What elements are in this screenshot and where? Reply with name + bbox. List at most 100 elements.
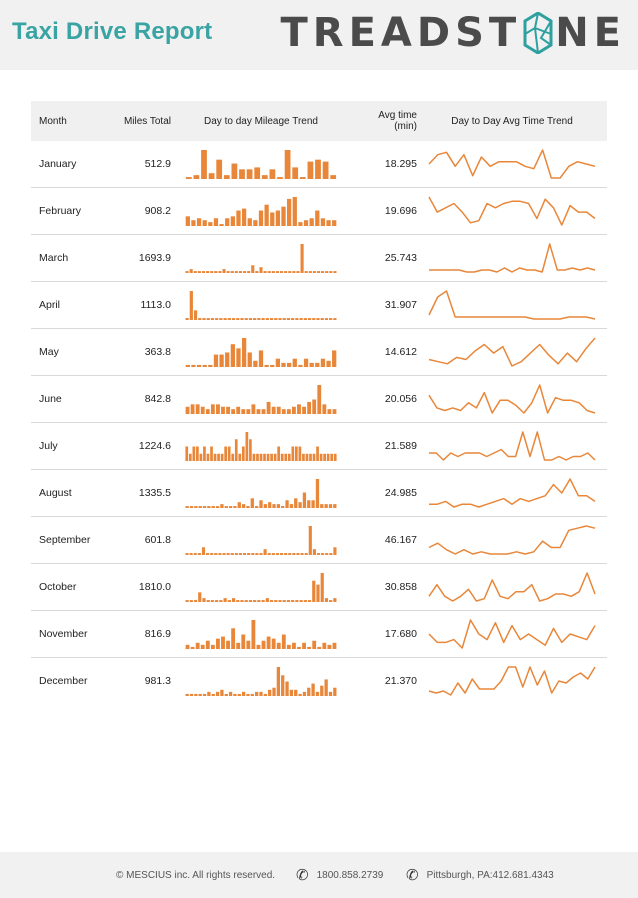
avg-time-cell: 31.907 bbox=[384, 299, 417, 311]
sparkline-bar bbox=[267, 271, 271, 273]
sparkline-bar bbox=[289, 504, 294, 508]
sparkline-bar bbox=[315, 479, 320, 508]
sparkline-bar bbox=[198, 506, 202, 508]
sparkline-bar bbox=[236, 348, 241, 367]
sparkline-bar bbox=[188, 453, 192, 461]
sparkline-bar bbox=[295, 446, 298, 461]
sparkline-bar bbox=[303, 600, 307, 602]
sparkline-bar bbox=[211, 693, 215, 696]
time-sparkline-cell bbox=[427, 329, 597, 375]
sparkline-bar bbox=[202, 364, 207, 367]
sparkline-bar bbox=[286, 600, 291, 602]
sparkline-bar bbox=[259, 691, 263, 696]
sparkline-bar bbox=[227, 600, 231, 602]
sparkline-bar bbox=[319, 453, 323, 461]
sparkline-bar bbox=[192, 446, 196, 461]
sparkline-bar bbox=[228, 691, 233, 696]
header-time-trend: Day to Day Avg Time Trend bbox=[451, 115, 573, 127]
sparkline-bar bbox=[219, 354, 224, 367]
sparkline-bar bbox=[185, 446, 189, 461]
footer-copyright: © MESCIUS inc. All rights reserved. bbox=[116, 869, 276, 881]
sparkline-bar bbox=[276, 406, 281, 414]
phone-icon: ✆ bbox=[406, 867, 419, 884]
sparkline-bar bbox=[255, 271, 259, 273]
sparkline-bar bbox=[294, 498, 298, 508]
sparkline-bar bbox=[226, 406, 230, 414]
month-cell: November bbox=[39, 628, 88, 640]
table-header: Month Miles Total Day to day Mileage Tre… bbox=[31, 101, 607, 141]
sparkline-bar bbox=[247, 218, 252, 226]
sparkline-bar bbox=[277, 177, 283, 179]
sparkline-bar bbox=[246, 640, 251, 649]
sparkline-bar bbox=[220, 453, 224, 461]
sparkline-bar bbox=[265, 318, 269, 320]
sparkline-bar bbox=[295, 318, 299, 320]
sparkline-bar bbox=[211, 506, 215, 508]
time-sparkline bbox=[428, 196, 596, 226]
sparkline-bar bbox=[270, 212, 275, 226]
sparkline-bar bbox=[307, 687, 311, 696]
sparkline-bar bbox=[258, 350, 264, 367]
sparkline-bar bbox=[329, 553, 333, 555]
mileage-sparkline-cell bbox=[185, 564, 337, 610]
sparkline-bar bbox=[241, 446, 245, 461]
sparkline-bar bbox=[330, 175, 337, 179]
sparkline-bar bbox=[198, 693, 202, 696]
sparkline-bar bbox=[312, 549, 316, 555]
avg-time-cell: 17.680 bbox=[384, 628, 417, 640]
sparkline-bar bbox=[217, 453, 220, 461]
sparkline-line bbox=[428, 337, 596, 367]
sparkline-bar bbox=[254, 167, 261, 179]
sparkline-bar bbox=[286, 644, 291, 649]
sparkline-bar bbox=[201, 271, 206, 273]
sparkline-bar bbox=[277, 446, 281, 461]
sparkline-bar bbox=[195, 642, 200, 649]
sparkline-bar bbox=[191, 364, 196, 367]
sparkline-bar bbox=[255, 506, 259, 508]
sparkline-bar bbox=[200, 406, 205, 414]
sparkline-bar bbox=[316, 318, 320, 320]
sparkline-bar bbox=[320, 318, 324, 320]
footer-address: ✆ Pittsburgh, PA:412.681.4343 bbox=[406, 852, 554, 898]
sparkline-bar bbox=[194, 693, 198, 696]
sparkline-bar bbox=[259, 453, 263, 461]
sparkline-bar bbox=[271, 406, 276, 414]
sparkline-bar bbox=[210, 553, 214, 555]
sparkline-bar bbox=[208, 364, 213, 367]
sparkline-bar bbox=[257, 318, 261, 320]
sparkline-bar bbox=[248, 600, 253, 602]
sparkline-bar bbox=[234, 553, 238, 555]
sparkline-bar bbox=[193, 553, 197, 555]
time-sparkline-cell bbox=[427, 376, 597, 422]
sparkline-bar bbox=[197, 553, 201, 555]
sparkline-bar bbox=[237, 693, 241, 696]
sparkline-bar bbox=[321, 271, 325, 273]
sparkline-bar bbox=[241, 504, 246, 508]
sparkline-bar bbox=[320, 358, 326, 367]
sparkline-bar bbox=[210, 318, 215, 320]
sparkline-bar bbox=[307, 600, 312, 602]
sparkline-bar bbox=[320, 573, 324, 602]
sparkline-bar bbox=[220, 689, 224, 696]
sparkline-bar bbox=[263, 504, 267, 508]
sparkline-bar bbox=[321, 553, 325, 555]
mileage-sparkline bbox=[185, 150, 337, 179]
mileage-sparkline bbox=[185, 244, 337, 273]
month-cell: January bbox=[39, 158, 77, 170]
sparkline-bar bbox=[267, 553, 271, 555]
sparkline-bar bbox=[279, 553, 284, 555]
sparkline-bar bbox=[323, 453, 326, 461]
sparkline-bar bbox=[244, 318, 248, 320]
sparkline-line bbox=[428, 525, 596, 555]
sparkline-bar bbox=[231, 409, 236, 414]
sparkline-bar bbox=[281, 362, 286, 367]
footer-phone: ✆ 1800.858.2739 bbox=[296, 852, 383, 898]
avg-time-cell: 21.370 bbox=[384, 675, 417, 687]
sparkline-bar bbox=[185, 506, 189, 508]
sparkline-bar bbox=[189, 291, 193, 320]
table-row: February 908.2 19.696 bbox=[31, 188, 607, 235]
sparkline-bar bbox=[333, 598, 337, 602]
sparkline-bar bbox=[189, 693, 194, 696]
avg-time-cell: 46.167 bbox=[384, 534, 417, 546]
sparkline-bar bbox=[286, 409, 291, 414]
